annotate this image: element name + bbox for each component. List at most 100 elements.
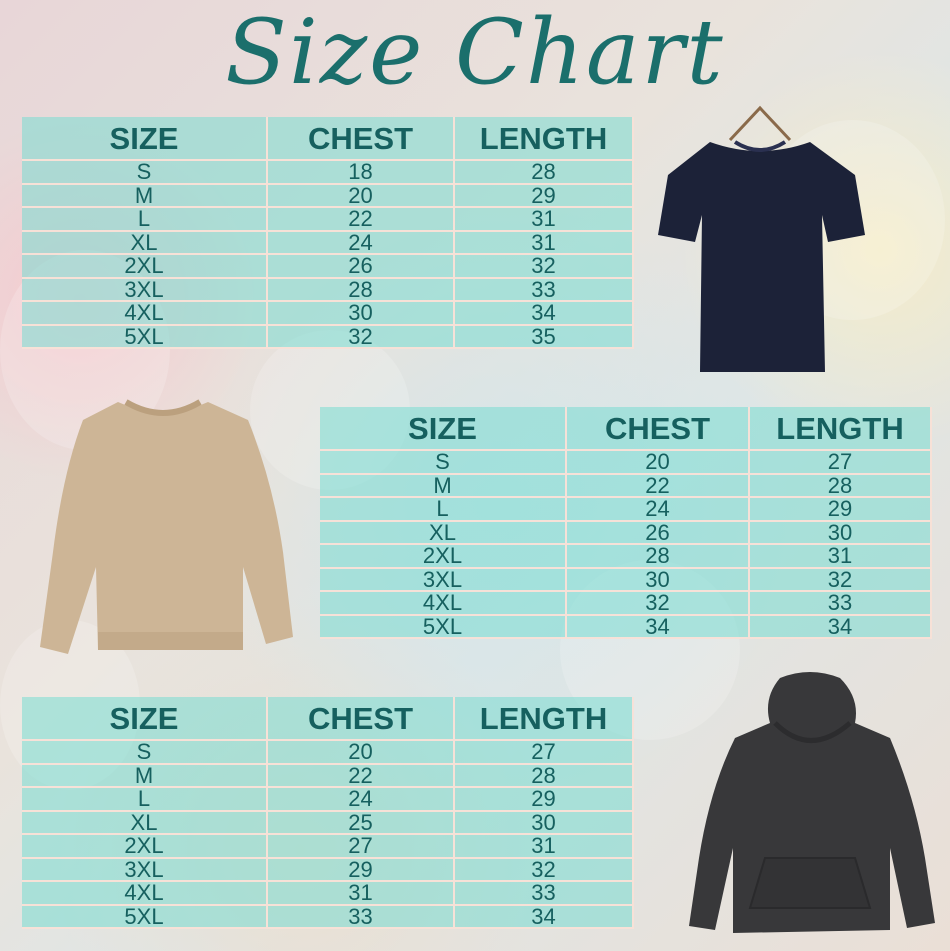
size-table-hoodie: SIZE CHEST LENGTH S 20 27 M 22 28 L 24 29 XL 25 30 2XL 2…: [22, 697, 634, 929]
cell-size: XL: [320, 521, 567, 545]
header-length: LENGTH: [455, 117, 634, 161]
table-row: L 22 31: [22, 208, 634, 232]
table-row: S 18 28: [22, 161, 634, 185]
cell-length: 35: [455, 325, 634, 349]
cell-chest: 30: [567, 568, 750, 592]
cell-chest: 24: [268, 231, 455, 255]
cell-chest: 32: [268, 325, 455, 349]
cell-length: 34: [455, 905, 634, 929]
cell-chest: 26: [268, 255, 455, 279]
cell-size: M: [320, 474, 567, 498]
cell-size: 3XL: [22, 858, 268, 882]
header-size: SIZE: [320, 407, 567, 451]
cell-length: 29: [750, 498, 932, 522]
cell-length: 31: [750, 545, 932, 569]
cell-size: 2XL: [22, 835, 268, 859]
cell-chest: 31: [268, 882, 455, 906]
header-size: SIZE: [22, 697, 268, 741]
cell-chest: 18: [268, 161, 455, 185]
table-row: S 20 27: [22, 741, 634, 765]
cell-chest: 29: [268, 858, 455, 882]
table-row: XL 25 30: [22, 811, 634, 835]
cell-chest: 22: [268, 764, 455, 788]
cell-length: 30: [750, 521, 932, 545]
cell-length: 32: [455, 858, 634, 882]
cell-chest: 24: [268, 788, 455, 812]
cell-length: 27: [750, 451, 932, 475]
table-row: M 22 28: [22, 764, 634, 788]
cell-length: 33: [455, 278, 634, 302]
table-row: XL 24 31: [22, 231, 634, 255]
hoodie-image: [689, 672, 935, 933]
table-row: 4XL 32 33: [320, 592, 932, 616]
table-row: 5XL 32 35: [22, 325, 634, 349]
cell-chest: 27: [268, 835, 455, 859]
cell-size: 4XL: [22, 882, 268, 906]
cell-length: 28: [455, 764, 634, 788]
cell-size: 5XL: [22, 905, 268, 929]
page-title: Size Chart: [225, 0, 725, 105]
cell-size: L: [320, 498, 567, 522]
cell-chest: 30: [268, 302, 455, 326]
cell-length: 33: [750, 592, 932, 616]
table-row: 3XL 29 32: [22, 858, 634, 882]
table-row: 3XL 30 32: [320, 568, 932, 592]
cell-chest: 20: [567, 451, 750, 475]
table-header: SIZE CHEST LENGTH: [22, 697, 634, 741]
cell-size: 4XL: [320, 592, 567, 616]
cell-chest: 32: [567, 592, 750, 616]
cell-chest: 28: [567, 545, 750, 569]
cell-length: 29: [455, 184, 634, 208]
table-row: 2XL 26 32: [22, 255, 634, 279]
cell-size: L: [22, 208, 268, 232]
cell-chest: 25: [268, 811, 455, 835]
cell-chest: 22: [268, 208, 455, 232]
cell-size: 5XL: [22, 325, 268, 349]
cell-size: 4XL: [22, 302, 268, 326]
table-row: 2XL 28 31: [320, 545, 932, 569]
cell-length: 28: [455, 161, 634, 185]
cell-chest: 26: [567, 521, 750, 545]
table-row: 4XL 31 33: [22, 882, 634, 906]
size-table-sweatshirt: SIZE CHEST LENGTH S 20 27 M 22 28 L 24 29 XL 26 30 2XL 2…: [320, 407, 932, 639]
cell-size: 3XL: [22, 278, 268, 302]
cell-length: 27: [455, 741, 634, 765]
size-table-tshirt: SIZE CHEST LENGTH S 18 28 M 20 29 L 22 31 XL 24 31 2XL 2…: [22, 117, 634, 349]
table-row: 5XL 33 34: [22, 905, 634, 929]
cell-length: 31: [455, 208, 634, 232]
table-row: 2XL 27 31: [22, 835, 634, 859]
cell-chest: 34: [567, 615, 750, 639]
table-row: XL 26 30: [320, 521, 932, 545]
cell-size: 2XL: [320, 545, 567, 569]
table-row: 3XL 28 33: [22, 278, 634, 302]
header-chest: CHEST: [268, 697, 455, 741]
table-row: 5XL 34 34: [320, 615, 932, 639]
cell-size: 2XL: [22, 255, 268, 279]
cell-length: 31: [455, 835, 634, 859]
cell-length: 31: [455, 231, 634, 255]
cell-size: M: [22, 184, 268, 208]
table-header: SIZE CHEST LENGTH: [320, 407, 932, 451]
header-length: LENGTH: [750, 407, 932, 451]
cell-chest: 20: [268, 184, 455, 208]
header-size: SIZE: [22, 117, 268, 161]
cell-size: S: [22, 161, 268, 185]
tshirt-image: [658, 105, 865, 372]
cell-length: 34: [750, 615, 932, 639]
cell-length: 34: [455, 302, 634, 326]
cell-size: XL: [22, 811, 268, 835]
cell-chest: 22: [567, 474, 750, 498]
header-length: LENGTH: [455, 697, 634, 741]
cell-length: 29: [455, 788, 634, 812]
cell-size: 5XL: [320, 615, 567, 639]
cell-chest: 20: [268, 741, 455, 765]
table-row: L 24 29: [320, 498, 932, 522]
cell-chest: 24: [567, 498, 750, 522]
table-header: SIZE CHEST LENGTH: [22, 117, 634, 161]
table-row: 4XL 30 34: [22, 302, 634, 326]
cell-length: 28: [750, 474, 932, 498]
cell-size: 3XL: [320, 568, 567, 592]
sweatshirt-image: [40, 399, 293, 654]
cell-length: 32: [750, 568, 932, 592]
header-chest: CHEST: [567, 407, 750, 451]
